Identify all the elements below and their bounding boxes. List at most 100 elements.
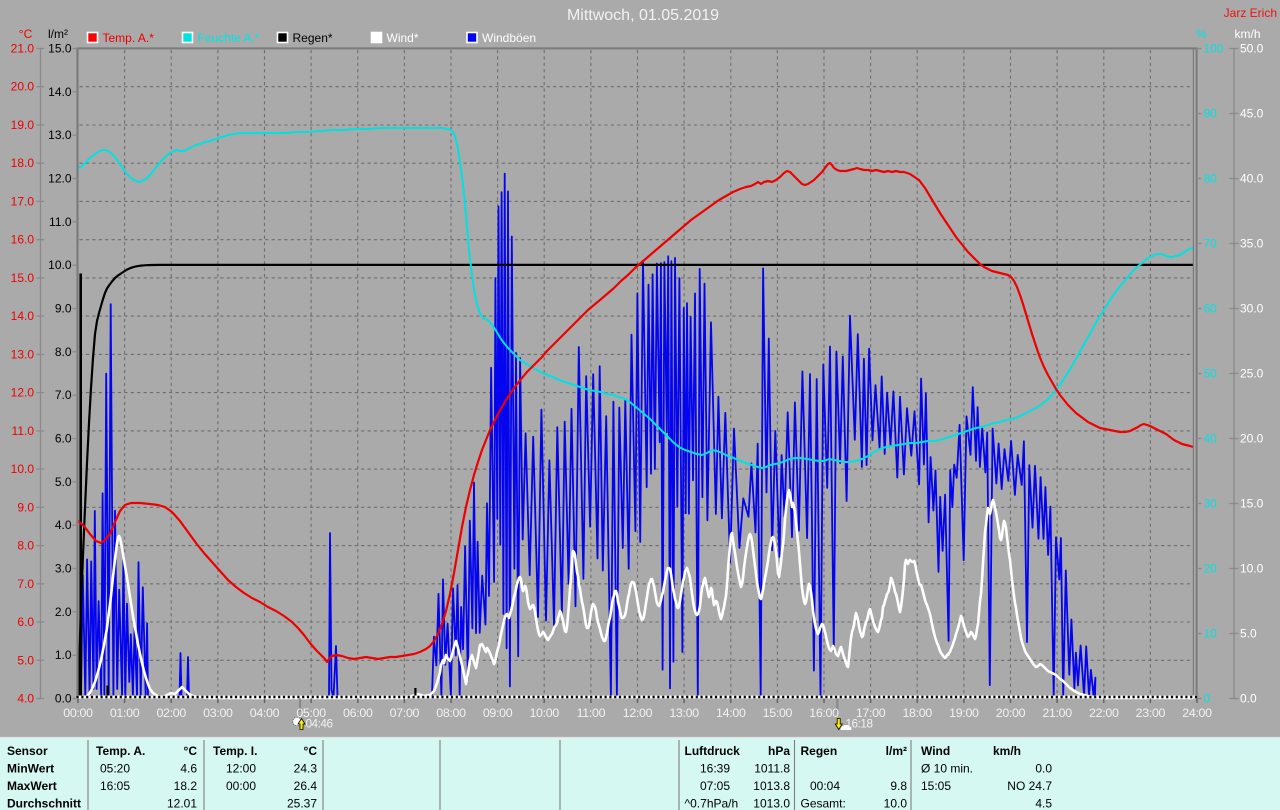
svg-text:16:00: 16:00 [809, 706, 839, 720]
svg-text:11:00: 11:00 [577, 706, 606, 720]
svg-text:03:00: 03:00 [203, 706, 233, 720]
svg-text:8.0: 8.0 [55, 345, 72, 359]
svg-text:12:00: 12:00 [226, 762, 256, 776]
svg-text:3.0: 3.0 [55, 562, 72, 576]
svg-text:15.0: 15.0 [11, 271, 35, 285]
svg-text:0.0: 0.0 [1240, 692, 1257, 706]
svg-text:6.0: 6.0 [17, 615, 34, 629]
svg-text:9.0: 9.0 [55, 302, 72, 316]
svg-text:km/h: km/h [993, 744, 1021, 758]
svg-text:4.0: 4.0 [55, 518, 72, 532]
svg-text:40.0: 40.0 [1240, 172, 1264, 186]
svg-text:16.0: 16.0 [11, 233, 35, 247]
svg-text:14:00: 14:00 [716, 706, 746, 720]
svg-text:10:00: 10:00 [529, 706, 559, 720]
svg-text:Jarz Erich: Jarz Erich [1224, 6, 1277, 20]
svg-text:5.0: 5.0 [55, 475, 72, 489]
svg-text:4.5: 4.5 [1035, 797, 1052, 810]
svg-text:Luftdruck: Luftdruck [685, 744, 741, 758]
svg-text:02:00: 02:00 [156, 706, 186, 720]
svg-text:25.37: 25.37 [287, 797, 317, 810]
svg-text:04:00: 04:00 [250, 706, 280, 720]
svg-text:MaxWert: MaxWert [7, 779, 57, 793]
svg-text:°C: °C [19, 27, 33, 41]
svg-text:Wind: Wind [921, 744, 950, 758]
svg-text:9.8: 9.8 [890, 779, 907, 793]
svg-text:70: 70 [1204, 237, 1218, 251]
svg-text:45.0: 45.0 [1240, 107, 1264, 121]
svg-text:5.0: 5.0 [1240, 627, 1257, 641]
svg-text:19.0: 19.0 [11, 118, 35, 132]
svg-text:Windböen: Windböen [482, 31, 536, 45]
svg-text:^0.7hPa/h: ^0.7hPa/h [685, 797, 739, 810]
svg-text:26.4: 26.4 [294, 779, 318, 793]
svg-text:%: % [1196, 27, 1207, 41]
svg-text:00:04: 00:04 [810, 779, 840, 793]
svg-text:Regen*: Regen* [293, 31, 333, 45]
svg-text:18.2: 18.2 [174, 779, 198, 793]
svg-text:Regen: Regen [801, 744, 838, 758]
svg-text:18.0: 18.0 [11, 156, 35, 170]
svg-text:00:00: 00:00 [226, 779, 256, 793]
svg-text:01:00: 01:00 [110, 706, 140, 720]
svg-text:30.0: 30.0 [1240, 302, 1264, 316]
svg-text:MinWert: MinWert [7, 762, 54, 776]
svg-text:0: 0 [1204, 692, 1211, 706]
svg-text:11.0: 11.0 [49, 215, 72, 229]
svg-text:11.0: 11.0 [12, 424, 35, 438]
svg-text:12:00: 12:00 [623, 706, 653, 720]
svg-text:07:00: 07:00 [390, 706, 420, 720]
svg-text:18:00: 18:00 [902, 706, 932, 720]
svg-text:Mittwoch, 01.05.2019: Mittwoch, 01.05.2019 [567, 7, 719, 24]
svg-text:5.0: 5.0 [17, 653, 34, 667]
svg-text:13.0: 13.0 [48, 128, 72, 142]
svg-text:1013.8: 1013.8 [753, 779, 790, 793]
svg-text:14.0: 14.0 [48, 85, 72, 99]
svg-text:10.0: 10.0 [48, 258, 72, 272]
svg-text:16:18: 16:18 [846, 717, 874, 731]
svg-text:10: 10 [1204, 627, 1218, 641]
svg-text:Ø 10 min.: Ø 10 min. [921, 762, 973, 776]
svg-text:7.0: 7.0 [17, 577, 34, 591]
svg-text:16:39: 16:39 [700, 762, 730, 776]
svg-text:15.0: 15.0 [1240, 497, 1264, 511]
svg-text:1011.8: 1011.8 [754, 762, 790, 776]
svg-text:8.0: 8.0 [17, 539, 34, 553]
svg-text:14.0: 14.0 [11, 309, 35, 323]
svg-text:15:00: 15:00 [763, 706, 793, 720]
svg-text:24.3: 24.3 [294, 762, 318, 776]
svg-text:13.0: 13.0 [11, 347, 35, 361]
svg-text:30: 30 [1204, 497, 1218, 511]
svg-text:24:00: 24:00 [1182, 706, 1212, 720]
svg-text:13:00: 13:00 [669, 706, 699, 720]
svg-text:Temp. A.: Temp. A. [96, 744, 145, 758]
svg-text:Wind*: Wind* [387, 31, 419, 45]
svg-text:0.0: 0.0 [55, 692, 72, 706]
svg-text:°C: °C [184, 744, 198, 758]
svg-text:12.0: 12.0 [11, 386, 35, 400]
svg-text:50.0: 50.0 [1240, 42, 1264, 56]
svg-text:06:00: 06:00 [343, 706, 373, 720]
svg-text:35.0: 35.0 [1240, 237, 1264, 251]
svg-text:1013.0: 1013.0 [753, 797, 790, 810]
svg-text:Durchschnitt: Durchschnitt [7, 797, 81, 810]
svg-text:80: 80 [1204, 172, 1218, 186]
svg-text:20.0: 20.0 [11, 80, 35, 94]
svg-text:23:00: 23:00 [1136, 706, 1166, 720]
svg-text:l/m²: l/m² [48, 27, 68, 41]
svg-text:9.0: 9.0 [17, 500, 34, 514]
svg-text:l/m²: l/m² [886, 744, 907, 758]
svg-text:hPa: hPa [768, 744, 790, 758]
svg-text:4.6: 4.6 [180, 762, 197, 776]
svg-text:4.0: 4.0 [17, 692, 34, 706]
svg-text:20.0: 20.0 [1240, 432, 1264, 446]
svg-text:08:00: 08:00 [436, 706, 466, 720]
svg-text:Sensor: Sensor [7, 744, 48, 758]
svg-text:NO 24.7: NO 24.7 [1007, 779, 1052, 793]
svg-text:Temp. A.*: Temp. A.* [103, 31, 155, 45]
svg-text:2.0: 2.0 [55, 605, 72, 619]
svg-text:6.0: 6.0 [55, 432, 72, 446]
svg-text:Gesamt:: Gesamt: [801, 797, 846, 810]
svg-text:20:00: 20:00 [996, 706, 1026, 720]
svg-text:km/h: km/h [1234, 27, 1260, 41]
